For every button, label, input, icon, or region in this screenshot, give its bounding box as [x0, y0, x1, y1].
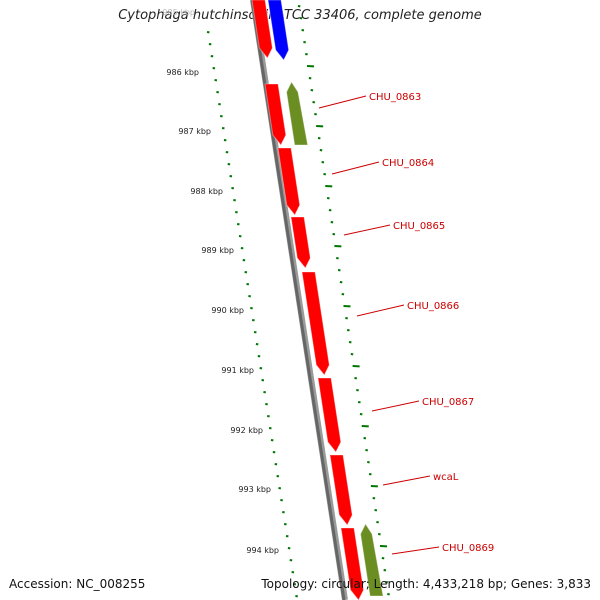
gene-arrow[interactable]	[290, 216, 311, 269]
gene-label-leaders	[318, 95, 440, 555]
gene-label[interactable]: CHU_0866	[407, 301, 459, 312]
gene-label[interactable]: CHU_0867	[422, 397, 474, 408]
gene-arrow[interactable]	[317, 377, 342, 453]
ruler-label: 994 kbp	[246, 546, 279, 555]
ruler-label: 987 kbp	[178, 127, 211, 136]
gene-arrow-rna[interactable]	[360, 522, 384, 597]
gene-leader-line	[391, 546, 440, 555]
gene-label[interactable]: CHU_0865	[393, 221, 445, 232]
gene-arrow[interactable]	[277, 147, 301, 216]
ruler-label: 992 kbp	[230, 426, 263, 435]
gene-leader-line	[382, 475, 431, 486]
gene-arrow[interactable]	[329, 454, 353, 526]
ruler-label: 990 kbp	[211, 306, 244, 315]
gene-arrow[interactable]	[340, 527, 365, 600]
gene-leader-line	[371, 400, 420, 412]
gene-arrow[interactable]	[251, 0, 273, 59]
ruler-label-faded: 985 kbp	[162, 8, 195, 17]
gene-leader-line	[331, 161, 380, 175]
accession-text: Accession: NC_008255	[9, 577, 146, 591]
ruler-label: 991 kbp	[221, 366, 254, 375]
gene-arrow[interactable]	[301, 271, 330, 376]
gene-leader-line	[318, 95, 367, 109]
genome-backbone	[250, 0, 346, 600]
gene-arrow[interactable]	[264, 83, 287, 146]
gene-label[interactable]: CHU_0869	[442, 543, 494, 554]
gene-leader-line	[356, 304, 405, 317]
ruler-label: 993 kbp	[238, 485, 271, 494]
ruler	[206, 5, 390, 598]
genome-summary-text: Topology: circular; Length: 4,433,218 bp…	[261, 577, 591, 591]
map-title: Cytophaga hutchinsonii ATCC 33406, compl…	[118, 8, 482, 23]
ruler-label: 986 kbp	[166, 68, 199, 77]
gene-arrow-rna[interactable]	[286, 80, 309, 146]
gene-label[interactable]: CHU_0864	[382, 158, 434, 169]
ruler-label: 988 kbp	[190, 187, 223, 196]
gene-label[interactable]: CHU_0863	[369, 92, 421, 103]
gene-leader-line	[343, 224, 391, 236]
gene-arrow-reverse[interactable]	[267, 0, 290, 61]
gene-label[interactable]: wcaL	[433, 472, 459, 483]
ruler-label: 989 kbp	[201, 246, 234, 255]
gene-track	[251, 0, 384, 600]
